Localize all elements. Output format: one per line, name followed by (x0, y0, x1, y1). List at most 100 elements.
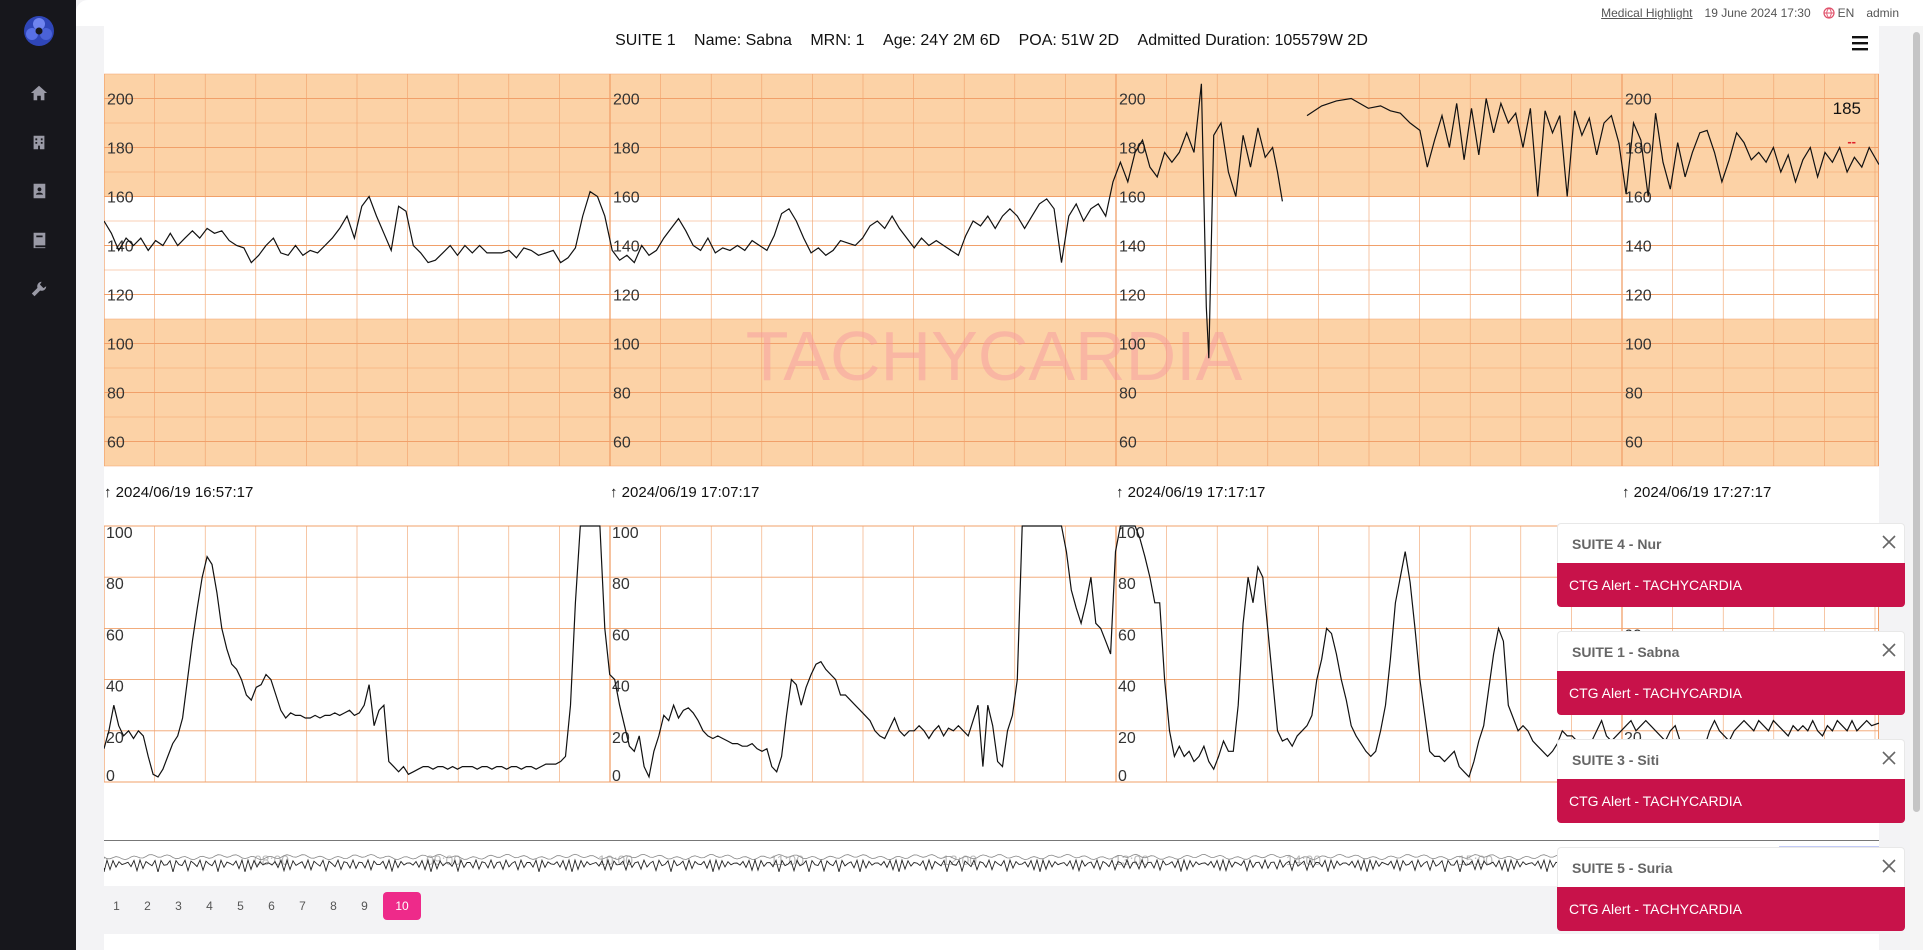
close-icon[interactable] (1881, 642, 1897, 658)
footer-panel (104, 934, 1879, 950)
overview-hour-label: 11:00 (770, 852, 804, 868)
alert-title: SUITE 1 - Sabna (1557, 631, 1905, 671)
y-tick-label: 20 (106, 730, 124, 747)
overview-hour-label: 15:00 (1458, 852, 1493, 868)
y-tick-label: 140 (613, 239, 640, 256)
current-datetime: 19 June 2024 17:30 (1704, 6, 1811, 20)
nav-contacts[interactable] (24, 176, 54, 206)
y-tick-label: 80 (1118, 576, 1136, 593)
patient-info-bar: SUITE 1 Name: Sabna MRN: 1 Age: 24Y 2M 6… (104, 32, 1879, 50)
current-fhr-value: 185 (1833, 99, 1861, 118)
page-scrollbar[interactable] (1910, 26, 1923, 950)
page-button-2[interactable]: 2 (144, 899, 151, 913)
fhr-trace (1306, 97, 1879, 197)
nav-home[interactable] (24, 78, 54, 108)
y-tick-label: 100 (612, 525, 639, 542)
alarm-zone-upper (104, 74, 1879, 197)
y-tick-label: 200 (1119, 92, 1146, 109)
y-tick-label: 60 (106, 627, 124, 644)
alert-title: SUITE 3 - Siti (1557, 739, 1905, 779)
alert-message[interactable]: CTG Alert - TACHYCARDIA (1557, 887, 1905, 931)
y-tick-label: 60 (1118, 627, 1136, 644)
page-button-7[interactable]: 7 (299, 899, 306, 913)
topbar: Medical Highlight 19 June 2024 17:30 EN … (76, 0, 1923, 26)
timestamp-text: 2024/06/19 17:07:17 (621, 484, 760, 501)
current-fhr-secondary: -- (1847, 134, 1856, 149)
y-tick-label: 60 (1119, 435, 1137, 452)
timestamp-text: 2024/06/19 17:27:17 (1633, 484, 1772, 501)
alarm-watermark: TACHYCARDIA (746, 317, 1243, 395)
y-tick-label: 80 (106, 576, 124, 593)
y-tick-label: 200 (1625, 92, 1652, 109)
wrench-icon (31, 281, 47, 297)
logo-icon[interactable] (22, 14, 56, 48)
close-icon[interactable] (1881, 858, 1897, 874)
home-icon (30, 85, 48, 101)
y-tick-label: 200 (107, 92, 134, 109)
page-button-3[interactable]: 3 (175, 899, 182, 913)
y-tick-label: 160 (107, 190, 134, 207)
y-tick-label: 160 (1119, 190, 1146, 207)
page-button-6[interactable]: 6 (268, 899, 275, 913)
page-button-10[interactable]: 10 (383, 892, 421, 920)
patient-name: Name: Sabna (694, 32, 792, 49)
alert-title: SUITE 4 - Nur (1557, 523, 1905, 563)
book-icon (33, 232, 46, 249)
alert-toast: SUITE 5 - Suria CTG Alert - TACHYCARDIA (1557, 847, 1905, 935)
y-tick-label: 180 (107, 141, 134, 158)
alert-message[interactable]: CTG Alert - TACHYCARDIA (1557, 779, 1905, 823)
y-tick-label: 140 (1625, 239, 1652, 256)
y-tick-label: 160 (1625, 190, 1652, 207)
y-tick-label: 120 (613, 288, 640, 305)
y-tick-label: 100 (613, 337, 640, 354)
alert-message[interactable]: CTG Alert - TACHYCARDIA (1557, 563, 1905, 607)
patient-age: Age: 24Y 2M 6D (883, 32, 1001, 49)
close-icon[interactable] (1881, 750, 1897, 766)
contact-book-icon (33, 183, 46, 199)
y-tick-label: 80 (612, 576, 630, 593)
y-tick-label: 80 (1625, 386, 1643, 403)
y-tick-label: 80 (613, 386, 631, 403)
page-button-5[interactable]: 5 (237, 899, 244, 913)
y-tick-label: 60 (1625, 435, 1643, 452)
y-tick-label: 180 (1119, 141, 1146, 158)
y-tick-label: 100 (1118, 525, 1145, 542)
nav-settings[interactable] (24, 274, 54, 304)
scrollbar-thumb[interactable] (1913, 32, 1920, 812)
y-tick-label: 100 (1119, 337, 1146, 354)
page-button-9[interactable]: 9 (361, 899, 368, 913)
admitted-duration: Admitted Duration: 105579W 2D (1137, 32, 1368, 49)
alert-toast: SUITE 4 - Nur CTG Alert - TACHYCARDIA (1557, 523, 1905, 611)
y-tick-label: 0 (612, 768, 621, 785)
y-tick-label: 180 (1625, 141, 1652, 158)
fhr-trace (104, 83, 1283, 359)
timestamp-label: ↑ 2024/06/19 16:57:17 (104, 484, 254, 501)
nav-hospital[interactable] (24, 127, 54, 157)
y-tick-label: 160 (613, 190, 640, 207)
patient-poa: POA: 51W 2D (1018, 32, 1120, 49)
y-tick-label: 140 (1119, 239, 1146, 256)
nav-records[interactable] (24, 225, 54, 255)
language-selector[interactable]: EN (1823, 6, 1854, 20)
page-button-1[interactable]: 1 (113, 899, 120, 913)
alert-title: SUITE 5 - Suria (1557, 847, 1905, 887)
page-button-8[interactable]: 8 (330, 899, 337, 913)
globe-icon (1823, 7, 1835, 19)
building-icon (33, 135, 45, 150)
alert-message[interactable]: CTG Alert - TACHYCARDIA (1557, 671, 1905, 715)
alert-toast: SUITE 1 - Sabna CTG Alert - TACHYCARDIA (1557, 631, 1905, 719)
y-tick-label: 20 (612, 730, 630, 747)
y-tick-label: 120 (107, 288, 134, 305)
timestamp-label: ↑ 2024/06/19 17:17:17 (1116, 484, 1266, 501)
medical-highlight-link[interactable]: Medical Highlight (1601, 6, 1693, 20)
y-tick-label: 40 (1118, 679, 1136, 696)
user-menu[interactable]: admin (1866, 6, 1899, 20)
page-button-4[interactable]: 4 (206, 899, 213, 913)
fhr-chart: TACHYCARDIA 200 180 160 140 120 100 80 60 200 180… (104, 73, 1879, 467)
menu-icon[interactable] (1849, 33, 1871, 53)
timestamp-text: 2024/06/19 17:17:17 (1127, 484, 1266, 501)
close-icon[interactable] (1881, 534, 1897, 550)
patient-mrn: MRN: 1 (810, 32, 865, 49)
y-tick-label: 20 (1118, 730, 1136, 747)
timestamp-label: ↑ 2024/06/19 17:07:17 (610, 484, 760, 501)
